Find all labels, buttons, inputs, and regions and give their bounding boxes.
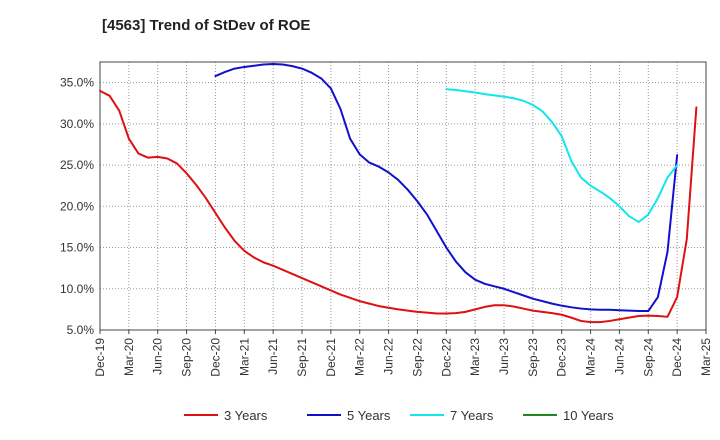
- x-tick-label: Sep-24: [641, 338, 655, 377]
- x-tick-label: Jun-20: [151, 338, 165, 375]
- x-tick-label: Jun-22: [382, 338, 396, 375]
- y-tick-label: 5.0%: [67, 323, 95, 337]
- y-tick-label: 25.0%: [60, 158, 94, 172]
- legend-label: 10 Years: [563, 408, 614, 423]
- series-layer: [99, 63, 698, 324]
- series-line-7-years: [445, 88, 679, 223]
- x-tick-label: Jun-24: [612, 338, 626, 375]
- legend: 3 Years 5 Years 7 Years 10 Years: [184, 408, 614, 423]
- plot-frame: [99, 61, 707, 331]
- chart-title: [4563] Trend of StDev of ROE: [102, 17, 310, 34]
- x-tick-label: Jun-23: [497, 338, 511, 375]
- x-tick-label: Sep-20: [180, 338, 194, 377]
- x-tick-label: Mar-24: [584, 338, 598, 376]
- x-tick-label: Mar-25: [699, 338, 713, 376]
- x-tick-label: Sep-23: [526, 338, 540, 377]
- legend-label: 7 Years: [450, 408, 494, 423]
- series-line-3-years: [99, 89, 698, 324]
- y-tick-label: 35.0%: [60, 76, 94, 90]
- x-tick-label: Mar-21: [237, 338, 251, 376]
- y-tick-label: 20.0%: [60, 199, 94, 213]
- x-tick-label: Mar-20: [122, 338, 136, 376]
- legend-label: 3 Years: [224, 408, 268, 423]
- x-tick-label: Dec-24: [670, 338, 684, 377]
- x-tick-label: Dec-20: [208, 338, 222, 377]
- x-tick-label: Mar-22: [353, 338, 367, 376]
- x-tick-label: Mar-23: [468, 338, 482, 376]
- series-line-5-years: [214, 63, 679, 313]
- x-tick-label: Dec-22: [439, 338, 453, 377]
- y-tick-label: 10.0%: [60, 282, 94, 296]
- x-tick-label: Dec-21: [324, 338, 338, 377]
- x-tick-label: Dec-23: [555, 338, 569, 377]
- x-tick-label: Sep-21: [295, 338, 309, 377]
- x-tick-label: Sep-22: [410, 338, 424, 377]
- x-tick-label: Dec-19: [93, 338, 107, 377]
- y-tick-label: 30.0%: [60, 117, 94, 131]
- grid-layer: [99, 62, 707, 331]
- axis-layer: 5.0% 10.0% 15.0% 20.0% 25.0% 30.0% 35.0% Dec-19…: [60, 61, 713, 377]
- legend-label: 5 Years: [347, 408, 391, 423]
- y-tick-label: 15.0%: [60, 241, 94, 255]
- x-tick-label: Jun-21: [266, 338, 280, 375]
